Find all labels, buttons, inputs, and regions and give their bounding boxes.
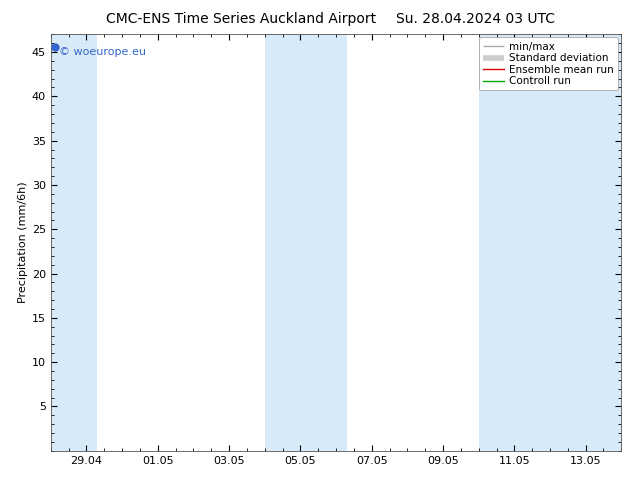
Legend: min/max, Standard deviation, Ensemble mean run, Controll run: min/max, Standard deviation, Ensemble me… <box>479 37 618 91</box>
Bar <box>264 34 347 451</box>
Text: Su. 28.04.2024 03 UTC: Su. 28.04.2024 03 UTC <box>396 12 555 26</box>
Text: CMC-ENS Time Series Auckland Airport: CMC-ENS Time Series Auckland Airport <box>106 12 376 26</box>
Bar <box>479 34 621 451</box>
Text: © woeurope.eu: © woeurope.eu <box>59 47 146 57</box>
Bar <box>51 34 97 451</box>
Y-axis label: Precipitation (mm/6h): Precipitation (mm/6h) <box>18 182 27 303</box>
